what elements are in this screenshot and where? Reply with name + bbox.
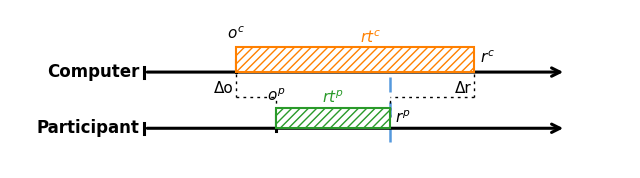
Text: Participant: Participant — [36, 119, 140, 137]
Text: Computer: Computer — [47, 63, 140, 81]
Text: $o^c$: $o^c$ — [227, 25, 245, 42]
Text: $rt^p$: $rt^p$ — [322, 90, 344, 106]
Text: $r^c$: $r^c$ — [480, 49, 495, 66]
Text: Δo: Δo — [214, 81, 234, 96]
Text: $o^p$: $o^p$ — [267, 87, 285, 104]
Text: Δr: Δr — [455, 81, 472, 96]
Text: $rt^c$: $rt^c$ — [360, 29, 381, 46]
Bar — [276, 108, 390, 128]
Bar — [236, 47, 474, 72]
Text: $r^p$: $r^p$ — [395, 110, 410, 126]
